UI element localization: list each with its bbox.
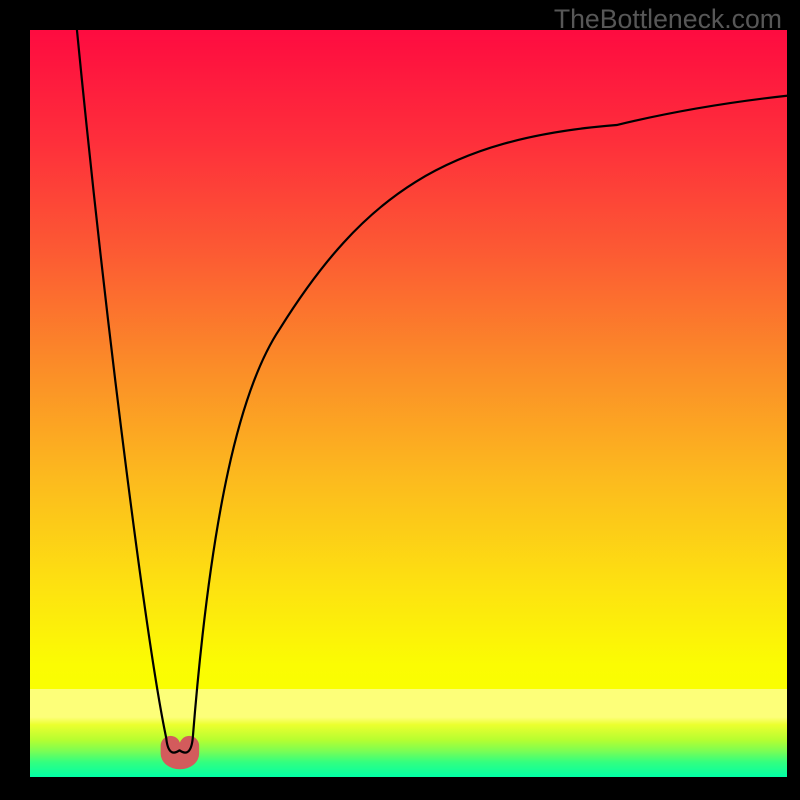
chart-frame: TheBottleneck.com [0,0,800,800]
plot-background [30,30,787,777]
bottleneck-chart [0,0,800,800]
watermark-text: TheBottleneck.com [554,4,782,35]
